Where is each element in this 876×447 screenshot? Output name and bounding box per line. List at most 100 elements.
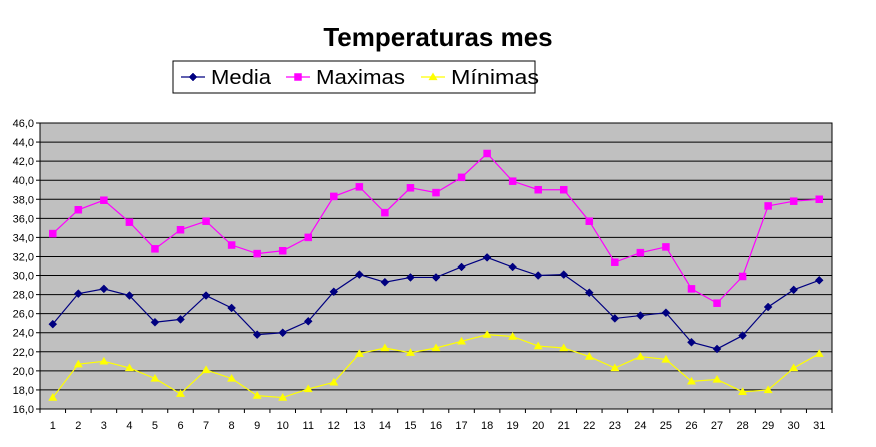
x-tick-label: 28 [736,420,748,432]
x-tick-label: 19 [507,420,519,432]
x-tick-label: 29 [762,420,774,432]
data-point-minimas [686,376,696,385]
data-point-media [278,328,288,338]
data-point-media [687,337,696,347]
data-point-maximas [176,226,185,234]
x-tick-label: 11 [303,420,314,432]
legend-box [172,60,536,94]
y-tick-label: 26,0 [13,309,34,321]
data-point-minimas [380,343,390,352]
data-point-minimas [559,343,569,352]
y-tick-label: 18,0 [13,385,34,397]
data-point-media [303,316,313,326]
x-tick-label: 27 [711,420,723,432]
data-point-maximas [253,249,261,258]
y-tick-label: 30,0 [13,271,34,283]
x-tick-label: 7 [203,420,209,432]
legend-label-minimas: Mínimas [451,67,539,89]
x-tick-label: 15 [404,420,416,432]
data-point-maximas [355,183,364,191]
data-point-maximas [483,149,491,158]
y-tick-label: 32,0 [13,251,34,263]
data-point-maximas [432,188,440,197]
data-point-maximas [687,285,696,293]
data-point-maximas [738,272,747,281]
data-point-media [763,302,773,312]
data-point-media [457,262,466,272]
data-point-media [380,277,390,287]
data-point-minimas [99,356,109,365]
data-point-maximas [585,217,594,225]
y-tick-label: 44,0 [13,137,34,149]
x-tick-label: 9 [254,420,260,432]
data-point-maximas [534,185,542,194]
y-tick-label: 28,0 [13,290,34,302]
data-point-maximas [406,184,415,192]
data-point-maximas [457,173,466,182]
data-point-media [73,289,83,299]
data-point-minimas [610,363,620,372]
data-point-maximas [611,258,619,266]
data-point-minimas [533,341,543,350]
axes: 16,0 18,0 20,0 22,0 24,0 26,0 28,0 30,0 32,0 34,0… [13,118,833,432]
series-layer [48,149,824,401]
data-point-maximas [278,246,287,255]
data-point-minimas [635,352,645,360]
data-point-media [814,275,824,285]
data-point-minimas [329,377,339,386]
data-point-maximas [151,245,159,253]
x-tick-label: 22 [583,420,595,432]
data-point-maximas [202,217,210,225]
data-point-media [533,271,543,280]
x-tick-label: 10 [277,420,289,432]
data-point-minimas [508,332,518,340]
data-point-minimas [278,393,288,401]
data-point-minimas [584,352,594,360]
y-tick-label: 34,0 [13,232,34,244]
data-point-minimas [176,389,186,397]
data-point-media [355,270,364,279]
data-point-media [559,270,569,279]
data-point-media [48,319,58,329]
data-point-maximas [508,177,517,185]
x-tick-label: 8 [229,420,235,432]
data-point-maximas [227,241,236,249]
data-point-media [738,331,747,340]
x-tick-label: 21 [558,420,570,432]
y-tick-label: 16,0 [13,404,34,416]
x-tick-label: 1 [50,420,56,432]
legend-label-media: Media [211,67,272,89]
legend-marker-minimas [428,72,438,81]
data-point-minimas [73,359,83,368]
x-tick-label: 31 [813,420,825,432]
data-point-media [252,330,262,339]
data-point-maximas [815,195,823,204]
data-point-media [176,315,185,324]
x-tick-label: 5 [152,420,158,432]
data-point-minimas [405,348,415,356]
x-tick-label: 18 [481,420,493,432]
data-point-media [99,284,109,294]
y-tick-label: 38,0 [13,194,34,206]
x-tick-label: 25 [660,420,672,432]
legend-marker-maximas [294,73,302,81]
plot-area [39,122,833,410]
x-tick-label: 26 [685,420,697,432]
data-point-maximas [636,248,645,257]
data-point-maximas [100,196,108,204]
data-point-minimas [738,387,748,395]
x-tick-label: 3 [101,420,107,432]
x-tick-label: 30 [788,420,800,432]
x-tick-label: 2 [75,420,81,432]
y-tick-label: 20,0 [13,366,34,378]
legend-marker-media [188,72,198,82]
data-point-minimas [457,336,467,345]
data-point-minimas [201,365,211,374]
data-point-minimas [763,385,773,394]
y-tick-label: 46,0 [13,118,34,130]
data-point-maximas [559,185,568,194]
x-tick-label: 23 [609,420,621,432]
data-point-maximas [74,206,83,214]
